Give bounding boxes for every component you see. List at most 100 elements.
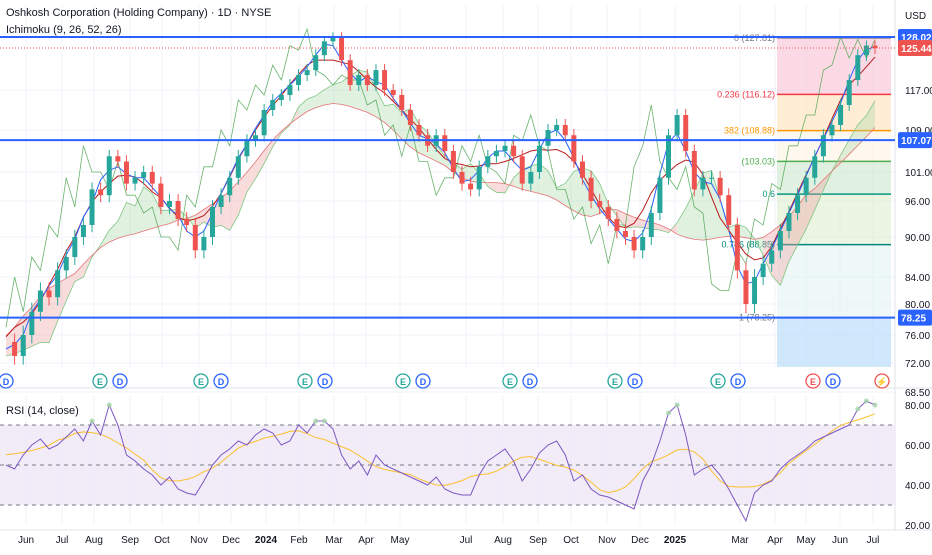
price-label-background (898, 40, 932, 56)
candle-body (330, 37, 336, 42)
cloud-segment (74, 264, 84, 282)
candle-body (519, 156, 525, 184)
candle-body (863, 45, 869, 56)
currency-label: USD (905, 11, 926, 22)
time-tick-label: 2025 (664, 535, 687, 546)
candle-body (115, 156, 121, 162)
candle-body (562, 125, 568, 136)
earnings-marker[interactable]: E (395, 373, 411, 389)
time-tick-label: Aug (85, 535, 103, 546)
candle-body (20, 335, 26, 356)
marker-ring (193, 373, 209, 389)
price-tick-label: 117.00 (905, 86, 932, 97)
cloud-segment (694, 172, 703, 241)
price-tick-label: 80.00 (905, 300, 930, 311)
rsi-legend[interactable]: RSI (14, close) (6, 405, 79, 417)
marker-ring (112, 373, 128, 389)
cloud-segment (238, 172, 247, 216)
marker-letter: E (612, 377, 618, 387)
rsi-overbought-fill (666, 410, 672, 416)
marker-letter: E (302, 377, 308, 387)
candle-body (132, 177, 138, 184)
dividend-marker[interactable]: D (213, 373, 229, 389)
price-tick-label: 109.00 (905, 126, 932, 137)
earnings-marker[interactable]: E (297, 373, 313, 389)
time-tick-label: Nov (190, 535, 208, 546)
time-tick-label: Sep (121, 535, 139, 546)
cloud-segment (246, 161, 256, 192)
dividend-marker[interactable]: D (112, 373, 128, 389)
time-tick-label: Aug (494, 535, 512, 546)
time-tick-label: May (797, 535, 816, 546)
rsi-overbought-fill (863, 398, 869, 404)
cloud-segment (307, 95, 316, 112)
candle-body (80, 225, 86, 237)
candle-body (700, 177, 706, 190)
dividend-marker[interactable]: D (0, 373, 14, 389)
price-label-text: 128.02 (901, 33, 932, 44)
marker-letter: D (218, 377, 225, 387)
cloud-segment (556, 183, 566, 206)
candle-body (149, 172, 155, 184)
time-tick-label: Feb (290, 535, 308, 546)
news-marker[interactable]: ⚡ (874, 373, 890, 389)
marker-ring (627, 373, 643, 389)
earnings-marker[interactable]: E (92, 373, 108, 389)
earnings-marker[interactable]: E (607, 373, 623, 389)
dividend-marker[interactable]: D (730, 373, 746, 389)
dividend-marker[interactable]: D (825, 373, 841, 389)
candle-body (640, 237, 646, 251)
candle-body (55, 270, 61, 298)
price-tick-label: 84.00 (905, 273, 930, 284)
cloud-segment (49, 283, 58, 343)
candle-body (459, 172, 465, 184)
cloud-segment (496, 182, 506, 193)
earnings-marker[interactable]: E (502, 373, 518, 389)
dividend-marker[interactable]: D (627, 373, 643, 389)
marker-ring (607, 373, 623, 389)
candle-body (356, 75, 362, 86)
dividend-marker[interactable]: D (317, 373, 333, 389)
dividend-marker[interactable]: D (522, 373, 538, 389)
time-tick-label: Oct (563, 535, 579, 546)
indicator-legend[interactable]: Ichimoku (9, 26, 52, 26) (6, 24, 122, 36)
horizontal-lines (0, 36, 895, 319)
candle-body (579, 161, 585, 178)
candle-body (691, 151, 697, 190)
candle-body (588, 177, 594, 201)
price-label-box: 78.25 (898, 309, 932, 326)
candle-body (545, 130, 551, 146)
earnings-marker[interactable]: E (710, 373, 726, 389)
fib-level-label: 0.786 (88.85) (721, 240, 775, 250)
cloud-segment (324, 84, 333, 105)
price-label-box: 125.44 (898, 40, 932, 56)
earnings-marker[interactable]: E (193, 373, 209, 389)
rsi-overbought-fill (89, 418, 95, 424)
time-tick-label: May (391, 535, 410, 546)
cloud-segment (685, 191, 695, 240)
cloud-segment (332, 81, 342, 105)
rsi-overbought-fill (674, 402, 680, 408)
price-label-text: 125.44 (901, 44, 932, 55)
symbol-title[interactable]: Oshkosh Corporation (Holding Company) · … (6, 7, 272, 19)
dividend-marker[interactable]: D (415, 373, 431, 389)
candle-body (786, 213, 792, 231)
price-tick-label: 68.50 (905, 388, 930, 399)
candle-body (209, 207, 215, 237)
price-label-background (898, 132, 932, 149)
marker-ring (395, 373, 411, 389)
time-tick-label: Jun (18, 535, 34, 546)
rsi-overbought-fill (855, 406, 861, 412)
candle-body (717, 177, 723, 196)
candle-body (416, 125, 422, 136)
marker-letter: E (507, 377, 513, 387)
earnings-marker[interactable]: E (805, 373, 821, 389)
time-tick-label: Jul (867, 535, 880, 546)
candle-body (98, 189, 104, 196)
candle-body (536, 145, 542, 172)
cloud-segment (393, 104, 402, 139)
candle-body (605, 207, 611, 219)
candle-body (37, 290, 43, 312)
